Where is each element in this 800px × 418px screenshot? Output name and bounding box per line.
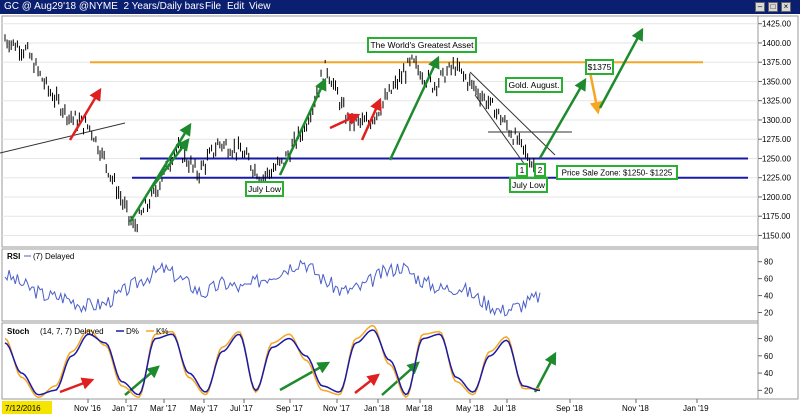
maximize-icon[interactable]: □ [768,2,778,12]
date-tick-label: Jan '18 [364,404,390,413]
annotation-price-sale-zone: Price Sale Zone: $1250- $1225 [556,165,678,180]
svg-text:July Low: July Low [512,180,546,190]
price-axis [757,15,799,400]
window-title: GC @ Aug29'18 @NYME 2 Years/Daily bars [4,1,205,12]
red-arrow [329,113,361,130]
green-arrow [381,361,420,396]
svg-text:$1375: $1375 [588,62,612,72]
orange-arrow [588,71,603,115]
price-ticks: 1425.00 1400.00 1375.00 1350.00 1325.00 1300.… [758,20,791,240]
date-tick-label: May '18 [456,404,484,413]
annotation-marker-2: 2 [534,163,546,177]
channel-lower [474,94,526,166]
date-tick-label: Sep '17 [276,404,303,413]
red-arrow [360,97,382,141]
green-arrow [278,77,327,176]
annotation-gold-august: Gold. August. [505,77,563,93]
price-tick-label: 1350.00 [762,77,791,86]
red-arrow [354,373,380,394]
rsi-tick-label: 40 [764,292,773,301]
stoch-tick-label: 40 [764,369,773,378]
stoch-d-line [4,329,541,396]
date-tick-label: Nov '17 [323,404,350,413]
price-tick-label: 1325.00 [762,97,791,106]
green-arrow [538,77,587,159]
date-ticks: 7/12/2016 Nov '16 Jan '17 Mar '17 May '17 Jul… [2,399,709,414]
rsi-title: RSI [7,252,20,261]
price-tick-label: 1300.00 [762,116,791,125]
rsi-panel [1,248,759,322]
stoch-ticks: 80 60 40 20 [758,335,773,395]
trendline-left [0,122,126,154]
stoch-legend: (14, 7, 7) Delayed [40,327,104,336]
date-tick-label: Jul '18 [493,404,516,413]
window-titlebar[interactable]: GC @ Aug29'18 @NYME 2 Years/Daily bars F… [0,0,800,14]
green-arrow [388,55,440,161]
rsi-legend: (7) Delayed [33,252,74,261]
price-panel [1,15,759,248]
annotation-july-low-2017: July Low [245,181,284,197]
stoch-d-legend: D% [126,327,139,336]
stoch-panel [1,322,759,400]
stoch-tick-label: 60 [764,352,773,361]
price-tick-label: 1150.00 [762,231,791,240]
red-arrow [68,87,102,141]
price-tick-label: 1375.00 [762,58,791,67]
trend-arrows [59,27,644,396]
price-tick-label: 1400.00 [762,39,791,48]
price-tick-label: 1425.00 [762,20,791,29]
green-arrow [279,361,331,392]
price-tick-label: 1225.00 [762,174,791,183]
start-date-highlight [2,401,52,414]
date-tick-label: Jan '17 [112,404,138,413]
date-tick-label: Sep '18 [556,404,583,413]
red-arrow [59,377,95,394]
menu-edit[interactable]: Edit [227,1,245,12]
menu-file[interactable]: File [205,1,222,12]
rsi-line [4,259,541,317]
svg-text:July Low: July Low [248,184,282,194]
svg-text:Price Sale Zone: $1250- $1225: Price Sale Zone: $1250- $1225 [562,169,673,178]
rsi-tick-label: 60 [764,275,773,284]
green-arrow [598,27,644,109]
svg-text:2: 2 [538,166,543,175]
annotation-marker-1: 1 [516,163,528,177]
annotation-target-1375: $1375 [585,59,614,75]
date-tick-label: May '17 [190,404,218,413]
annotation-worlds-greatest-asset: The World's Greatest Asset [367,37,477,53]
menu-view[interactable]: View [249,1,271,12]
price-tick-label: 1200.00 [762,193,791,202]
stoch-k-line [4,324,540,399]
svg-text:Gold. August.: Gold. August. [508,80,559,90]
date-tick-label: Nov '16 [74,404,101,413]
green-arrow [124,365,160,396]
chart-canvas: 1425.00 1400.00 1375.00 1350.00 1325.00 1300.… [0,15,799,414]
date-tick-label: Mar '18 [406,404,433,413]
stoch-tick-label: 80 [764,335,773,344]
annotation-july-low-2018: July Low [509,177,548,193]
close-icon[interactable]: × [781,2,791,12]
green-arrow [533,351,557,393]
rsi-tick-label: 20 [764,309,773,318]
price-tick-label: 1275.00 [762,135,791,144]
date-tick-label: Jan '19 [683,404,709,413]
svg-text:The World's Greatest Asset: The World's Greatest Asset [370,40,474,50]
date-tick-label: Mar '17 [150,404,177,413]
price-tick-label: 1175.00 [762,212,791,221]
stoch-tick-label: 20 [764,386,773,395]
price-tick-label: 1250.00 [762,154,791,163]
date-tick-label: Jul '17 [230,404,253,413]
minimize-icon[interactable]: – [755,2,765,12]
green-arrow [149,138,190,191]
date-tick-label: Nov '18 [622,404,649,413]
svg-text:1: 1 [520,166,525,175]
stoch-title: Stoch [7,327,29,336]
date-tick-label: 7/12/2016 [5,404,41,413]
stoch-k-legend: K% [156,327,168,336]
rsi-ticks: 80 60 40 20 [758,258,773,318]
rsi-tick-label: 80 [764,258,773,267]
channel-upper [469,71,556,156]
